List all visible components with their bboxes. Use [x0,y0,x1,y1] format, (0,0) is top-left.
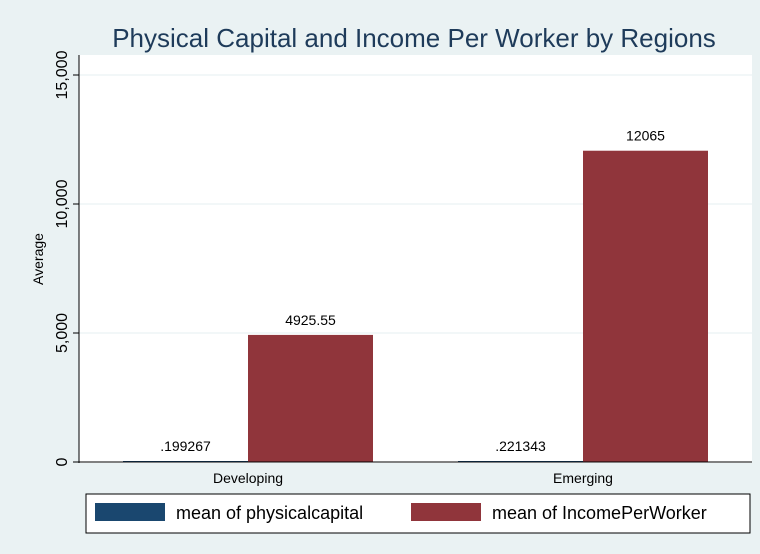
y-tick-label: 5,000 [54,313,71,353]
y-tick-label: 0 [54,457,71,466]
legend-label: mean of IncomePerWorker [492,503,707,523]
y-axis: 0 5,000 10,000 15,000 [54,50,80,466]
bar [583,150,708,462]
chart-title: Physical Capital and Income Per Worker b… [112,23,716,53]
x-tick-label: Emerging [553,470,613,486]
data-label: .221343 [495,438,546,454]
legend-label: mean of physicalcapital [176,503,363,523]
data-label: 12065 [626,128,665,144]
x-tick-label: Developing [213,470,283,486]
y-tick-label: 15,000 [54,50,71,99]
legend-swatch [95,503,165,521]
x-axis: Developing Emerging [79,461,752,486]
data-label: 4925.55 [285,312,336,328]
y-axis-title: Average [30,233,46,285]
y-tick-label: 10,000 [54,179,71,228]
bar [248,334,373,462]
data-label: .199267 [160,438,211,454]
legend-swatch [411,503,481,521]
legend: mean of physicalcapital mean of IncomePer… [85,493,751,534]
data-labels: .199267 4925.55 .221343 12065 [160,128,665,454]
legend-box [85,493,751,534]
